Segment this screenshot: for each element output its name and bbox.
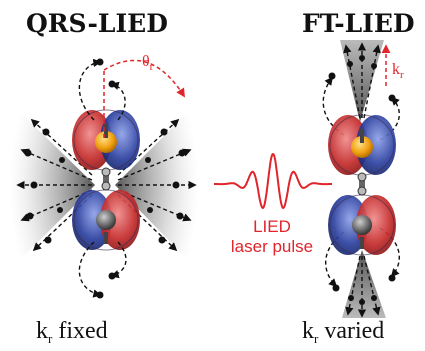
pulse-label-line2: laser pulse: [231, 237, 313, 256]
left-scatter-shade: [9, 110, 95, 262]
ft-lied-title: FT-LIED: [302, 9, 415, 38]
svg-text:θr: θr: [142, 53, 154, 73]
k-symbol: k: [392, 61, 400, 78]
qrs-lied-title: QRS-LIED: [26, 9, 168, 38]
right-scatter-shade: [115, 110, 199, 262]
left-caption-sub: r: [48, 331, 53, 346]
ft-lied-panel: FT-LIED kr: [302, 9, 415, 346]
bottom-emission-cone: [342, 250, 386, 318]
right-caption-sub: r: [314, 331, 319, 346]
top-cone-electrons: [343, 42, 381, 119]
laser-pulse-wave-icon: [214, 152, 332, 209]
right-scattered-electrons: [117, 118, 197, 252]
theta-symbol: θ: [142, 53, 150, 70]
left-caption-text: fixed: [58, 318, 107, 344]
laser-pulse-panel: LIED laser pulse: [214, 152, 332, 256]
right-caption-k: k: [302, 318, 314, 344]
bottom-cone-electrons: [345, 255, 381, 318]
left-caption-k: k: [36, 318, 48, 344]
right-molecule-icon: [327, 114, 397, 256]
k-r-annotation: kr: [381, 44, 404, 86]
qrs-lied-panel: QRS-LIED: [9, 9, 199, 346]
svg-text:kr: kr: [392, 61, 404, 81]
theta-subscript: r: [150, 61, 154, 73]
k-subscript: r: [400, 69, 404, 81]
left-scattered-electrons: [16, 118, 93, 252]
pulse-label-line1: LIED: [253, 217, 291, 236]
left-recollision-trajectories: [78, 58, 127, 299]
right-caption-text: varied: [324, 318, 384, 344]
theta-r-annotation: θr: [103, 53, 185, 138]
